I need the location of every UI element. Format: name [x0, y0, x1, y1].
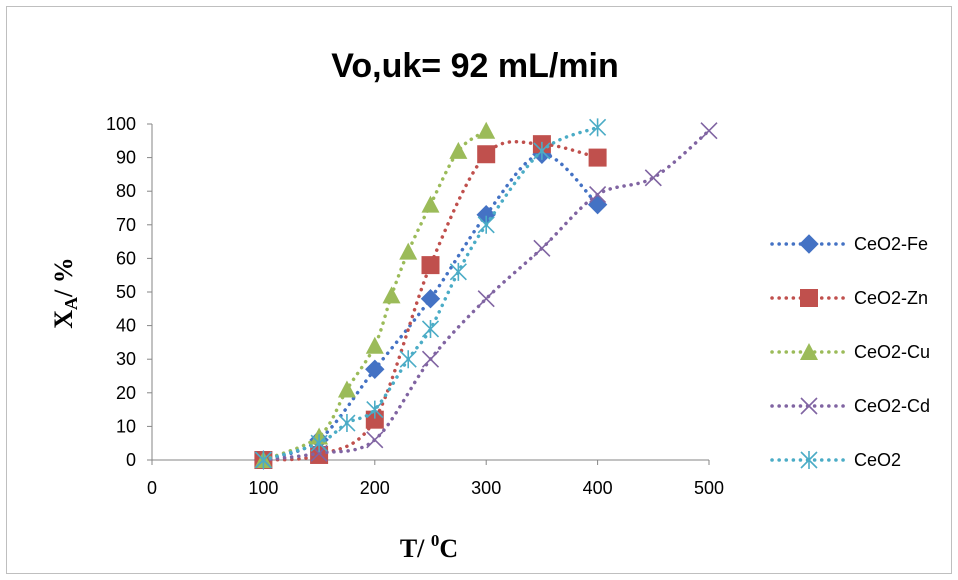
- data-point: [310, 445, 329, 464]
- x-tick-label: 100: [248, 478, 278, 498]
- y-tick-label: 20: [116, 383, 136, 403]
- data-point: [449, 262, 467, 281]
- x-tick-label: 300: [471, 478, 501, 498]
- legend-label: CeO2-Cd: [854, 396, 930, 416]
- y-tick-label: 60: [116, 248, 136, 268]
- y-tick-label: 40: [116, 316, 136, 336]
- data-point: [382, 286, 401, 304]
- data-point: [420, 289, 441, 309]
- data-point: [477, 121, 496, 139]
- data-point: [399, 242, 418, 260]
- legend-marker: [800, 451, 818, 469]
- legend-label: CeO2-Fe: [854, 234, 928, 254]
- data-point: [337, 380, 356, 398]
- data-point: [644, 169, 662, 187]
- legend-marker: [800, 289, 818, 307]
- data-point: [338, 414, 356, 433]
- data-point: [366, 431, 384, 449]
- legend-marker: [800, 397, 818, 415]
- chart-title: Vo,uk= 92 mL/min: [331, 47, 619, 85]
- data-point: [421, 195, 440, 213]
- y-axis-label: XA/ %: [49, 257, 81, 329]
- legend-item: CeO2: [770, 450, 901, 470]
- y-tick-label: 10: [116, 416, 136, 436]
- y-tick-label: 70: [116, 215, 136, 235]
- data-point: [421, 256, 440, 275]
- series-line: [261, 128, 711, 462]
- data-point: [449, 141, 468, 159]
- data-point: [399, 350, 417, 369]
- data-point: [589, 118, 607, 137]
- data-point: [421, 319, 440, 338]
- series-ceo2: [254, 118, 607, 469]
- y-tick-label: 90: [116, 148, 136, 168]
- legend-label: CeO2-Zn: [854, 288, 928, 308]
- x-tick-label: 500: [694, 478, 724, 498]
- data-point: [421, 350, 440, 368]
- data-point: [477, 145, 496, 164]
- legend-label: CeO2: [854, 450, 901, 470]
- x-axis-label: T/ 0C: [400, 531, 458, 563]
- data-point: [365, 336, 384, 354]
- legend-label: CeO2-Cu: [854, 342, 930, 362]
- y-tick-label: 100: [106, 114, 136, 134]
- y-tick-label: 50: [116, 282, 136, 302]
- y-tick-label: 0: [126, 450, 136, 470]
- y-tick-label: 80: [116, 181, 136, 201]
- data-point: [588, 148, 607, 167]
- legend-item: CeO2-Cd: [770, 396, 930, 416]
- series-ceo2-fe: [253, 144, 608, 470]
- legend-item: CeO2-Cu: [770, 342, 930, 362]
- legend-item: CeO2-Zn: [770, 288, 928, 308]
- data-point: [477, 215, 495, 234]
- x-tick-label: 200: [360, 478, 390, 498]
- series-line: [261, 125, 600, 462]
- data-point: [477, 290, 495, 308]
- x-tick-label: 0: [147, 478, 157, 498]
- legend-item: CeO2-Fe: [770, 234, 928, 254]
- plot-area: 0 10 20 30 40 50 60 70 80 90 100 0 100 200 300 400 500: [106, 114, 724, 498]
- legend-marker: [800, 343, 818, 360]
- legend: CeO2-Fe CeO2-Zn CeO2-Cu CeO2-Cd CeO2: [770, 234, 930, 470]
- data-point: [533, 141, 551, 160]
- data-point: [365, 359, 385, 379]
- series-ceo2-cd: [254, 122, 718, 469]
- legend-marker: [799, 234, 819, 254]
- data-point: [589, 185, 607, 204]
- x-tick-label: 400: [583, 478, 613, 498]
- data-point: [310, 434, 328, 453]
- data-point: [254, 451, 272, 469]
- chart-frame: [6, 6, 952, 574]
- data-point: [533, 239, 551, 257]
- data-point: [700, 122, 718, 140]
- data-point: [366, 400, 384, 419]
- y-tick-label: 30: [116, 349, 136, 369]
